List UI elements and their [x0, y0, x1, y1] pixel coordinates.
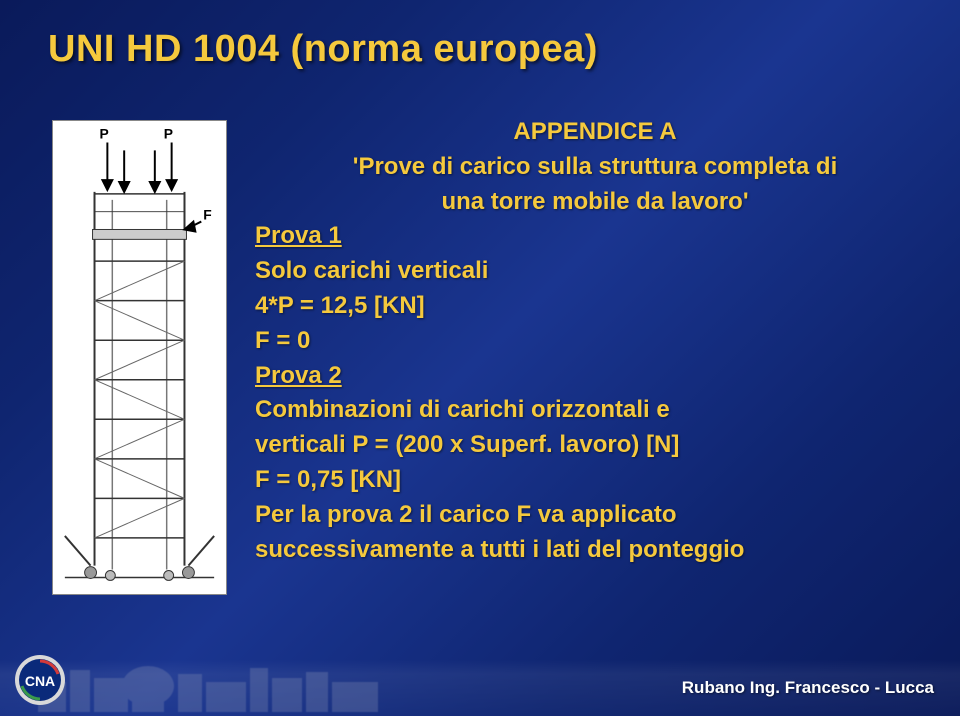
content-body: APPENDICE A 'Prove di carico sulla strut… — [255, 115, 935, 567]
slide: UNI HD 1004 (norma europea) — [0, 0, 960, 716]
prova2-label: Prova 2 — [255, 359, 935, 394]
footer-credit: Rubano Ing. Francesco - Lucca — [682, 678, 934, 698]
prova2-line5: successivamente a tutti i lati del ponte… — [255, 533, 935, 568]
figure-label-p: P — [99, 126, 108, 142]
prova2-line4: Per la prova 2 il carico F va applicato — [255, 498, 935, 533]
prova2-line3: F = 0,75 [KN] — [255, 463, 935, 498]
prova1-label: Prova 1 — [255, 219, 935, 254]
prova2-line2: verticali P = (200 x Superf. lavoro) [N] — [255, 428, 935, 463]
prova1-line1: Solo carichi verticali — [255, 254, 935, 289]
slide-title: UNI HD 1004 (norma europea) — [48, 28, 598, 71]
appendix-subtitle-line2: una torre mobile da lavoro' — [255, 185, 935, 220]
scaffold-diagram-svg: P P F — [53, 121, 226, 594]
figure-label-f: F — [203, 207, 211, 223]
footer-decorative-skyline — [38, 652, 378, 712]
appendix-subtitle-line1: 'Prove di carico sulla struttura complet… — [255, 150, 935, 185]
prova2-line1: Combinazioni di carichi orizzontali e — [255, 393, 935, 428]
cna-logo: CNA — [14, 654, 66, 706]
prova1-line2: 4*P = 12,5 [KN] — [255, 289, 935, 324]
scaffold-figure: P P F — [52, 120, 227, 595]
appendix-heading: APPENDICE A — [255, 115, 935, 150]
prova1-line3: F = 0 — [255, 324, 935, 359]
svg-text:CNA: CNA — [25, 673, 55, 689]
figure-label-p: P — [164, 126, 173, 142]
